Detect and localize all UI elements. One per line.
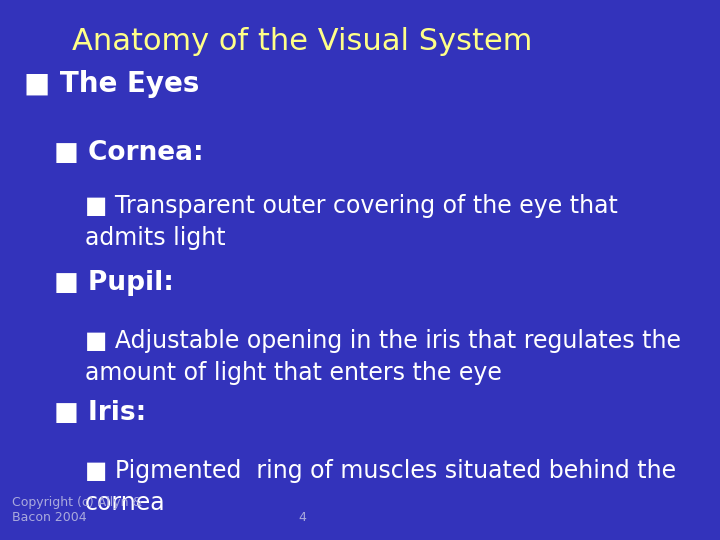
Text: ■ The Eyes: ■ The Eyes xyxy=(24,70,199,98)
Text: ■ Pigmented  ring of muscles situated behind the
cornea: ■ Pigmented ring of muscles situated beh… xyxy=(84,459,675,515)
Text: ■ Transparent outer covering of the eye that
admits light: ■ Transparent outer covering of the eye … xyxy=(84,194,618,250)
Text: ■ Adjustable opening in the iris that regulates the
amount of light that enters : ■ Adjustable opening in the iris that re… xyxy=(84,329,680,385)
Text: Anatomy of the Visual System: Anatomy of the Visual System xyxy=(72,27,532,56)
Text: ■ Pupil:: ■ Pupil: xyxy=(54,270,174,296)
Text: 4: 4 xyxy=(298,511,306,524)
Text: Copyright (c) Allyn &
Bacon 2004: Copyright (c) Allyn & Bacon 2004 xyxy=(12,496,143,524)
Text: ■ Iris:: ■ Iris: xyxy=(54,400,147,426)
Text: ■ Cornea:: ■ Cornea: xyxy=(54,140,204,166)
